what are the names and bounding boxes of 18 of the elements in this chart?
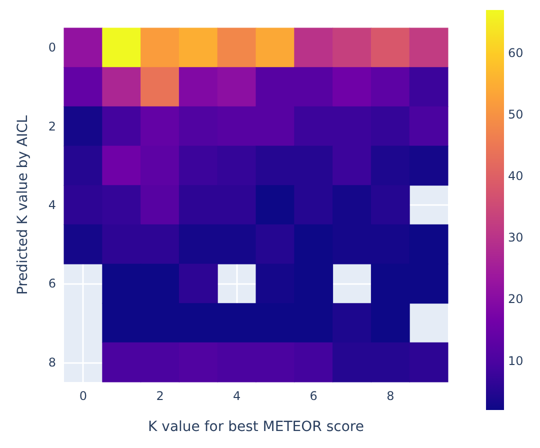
color-bar-label: 20 <box>508 292 524 306</box>
y-tick-label: 2 <box>48 119 56 134</box>
y-axis-title: Predicted K value by AICL <box>15 115 31 295</box>
x-tick-label: 8 <box>386 389 394 403</box>
color-bar-label: 60 <box>508 46 524 60</box>
x-axis-title: K value for best METEOR score <box>148 419 364 435</box>
x-tick-label: 4 <box>232 389 241 403</box>
y-tick-label: 0 <box>48 40 56 55</box>
color-bar-label: 50 <box>508 108 524 122</box>
color-bar-label: 30 <box>508 230 524 245</box>
x-tick-label: 0 <box>79 389 88 403</box>
color-bar-label: 10 <box>508 354 524 368</box>
y-tick-label: 4 <box>48 198 56 212</box>
color-bar-label: 40 <box>508 169 524 184</box>
x-tick-label: 2 <box>156 389 164 403</box>
y-tick-label: 8 <box>48 355 56 370</box>
x-tick-label: 6 <box>310 389 318 403</box>
y-tick-label: 6 <box>48 276 56 291</box>
